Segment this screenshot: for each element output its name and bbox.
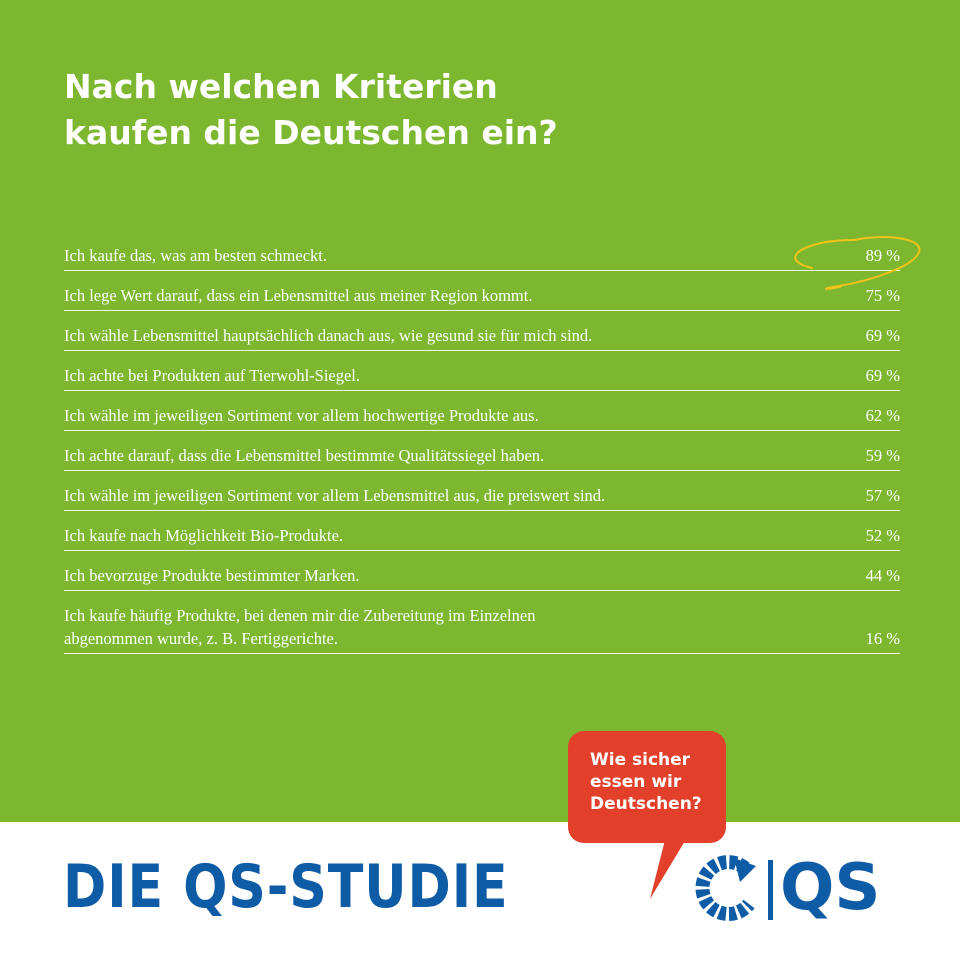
qs-logo-text: QS xyxy=(780,851,881,925)
green-background xyxy=(0,0,960,822)
row-label: Ich achte bei Produkten auf Tierwohl-Sie… xyxy=(64,364,866,387)
row-value: 59 % xyxy=(865,446,900,465)
row-label: Ich achte darauf, dass die Lebensmittel … xyxy=(64,444,866,467)
bubble-line: Deutschen? xyxy=(590,794,702,814)
row-label-line: abgenommen wurde, z. B. Fertiggerichte. xyxy=(64,629,338,648)
row-label: Ich wähle im jeweiligen Sortiment vor al… xyxy=(64,404,866,427)
row-label-line: Ich achte darauf, dass die Lebensmittel … xyxy=(64,446,545,465)
row-value: 57 % xyxy=(865,486,900,505)
criteria-table: Ich kaufe das, was am besten schmeckt. 89… xyxy=(64,244,900,667)
row-value: 52 % xyxy=(865,526,900,545)
row-value: 16 % xyxy=(865,629,900,648)
title-line: Nach welchen Kriterien xyxy=(64,67,498,106)
row-label: Ich kaufe nach Möglichkeit Bio-Produkte. xyxy=(64,524,866,547)
row-label: Ich wähle im jeweiligen Sortiment vor al… xyxy=(64,484,866,507)
study-title: DIE QS-STUDIE xyxy=(63,852,509,922)
table-row: Ich wähle Lebensmittel hauptsächlich dan… xyxy=(64,324,900,351)
row-value: 75 % xyxy=(865,286,900,305)
table-row: Ich kaufe nach Möglichkeit Bio-Produkte.… xyxy=(64,524,900,551)
row-label-line: Ich kaufe das, was am besten schmeckt. xyxy=(64,246,327,265)
highlight-circle-icon xyxy=(794,236,921,290)
table-row: Ich kaufe häufig Produkte, bei denen mir… xyxy=(64,604,900,654)
table-row: Ich wähle im jeweiligen Sortiment vor al… xyxy=(64,484,900,511)
row-label: Ich lege Wert darauf, dass ein Lebensmit… xyxy=(64,284,866,307)
table-row: Ich kaufe das, was am besten schmeckt. 89… xyxy=(64,244,900,271)
page-title: Nach welchen Kriterien kaufen die Deutsc… xyxy=(64,64,558,156)
row-label-line: Ich wähle Lebensmittel hauptsächlich dan… xyxy=(64,326,593,345)
row-value: 44 % xyxy=(865,566,900,585)
table-row: Ich achte darauf, dass die Lebensmittel … xyxy=(64,444,900,471)
row-label: Ich kaufe das, was am besten schmeckt. xyxy=(64,244,866,267)
row-label-line: Ich lege Wert darauf, dass ein Lebensmit… xyxy=(64,286,533,305)
row-value: 89 % xyxy=(865,246,900,265)
table-row: Ich bevorzuge Produkte bestimmter Marken… xyxy=(64,564,900,591)
qs-logo-icon xyxy=(695,855,773,922)
bubble-line: essen wir xyxy=(590,772,682,792)
row-label: Ich kaufe häufig Produkte, bei denen mir… xyxy=(64,604,866,650)
row-value: 69 % xyxy=(865,366,900,385)
speech-bubble-text: Wie sicher essen wir Deutschen? xyxy=(590,749,702,815)
row-label: Ich wähle Lebensmittel hauptsächlich dan… xyxy=(64,324,866,347)
table-row: Ich wähle im jeweiligen Sortiment vor al… xyxy=(64,404,900,431)
row-label-line: Ich bevorzuge Produkte bestimmter Marken… xyxy=(64,566,360,585)
table-row: Ich lege Wert darauf, dass ein Lebensmit… xyxy=(64,284,900,311)
row-label-line: Ich achte bei Produkten auf Tierwohl-Sie… xyxy=(64,366,361,385)
row-label: Ich bevorzuge Produkte bestimmter Marken… xyxy=(64,564,866,587)
row-label-line: Ich kaufe nach Möglichkeit Bio-Produkte. xyxy=(64,526,344,545)
row-label-line: Ich wähle im jeweiligen Sortiment vor al… xyxy=(64,486,606,505)
row-value: 62 % xyxy=(865,406,900,425)
table-row: Ich achte bei Produkten auf Tierwohl-Sie… xyxy=(64,364,900,391)
row-value: 69 % xyxy=(865,326,900,345)
row-label-line: Ich kaufe häufig Produkte, bei denen mir… xyxy=(64,606,536,625)
bubble-line: Wie sicher xyxy=(590,750,691,770)
title-line: kaufen die Deutschen ein? xyxy=(64,113,558,152)
row-label-line: Ich wähle im jeweiligen Sortiment vor al… xyxy=(64,406,539,425)
